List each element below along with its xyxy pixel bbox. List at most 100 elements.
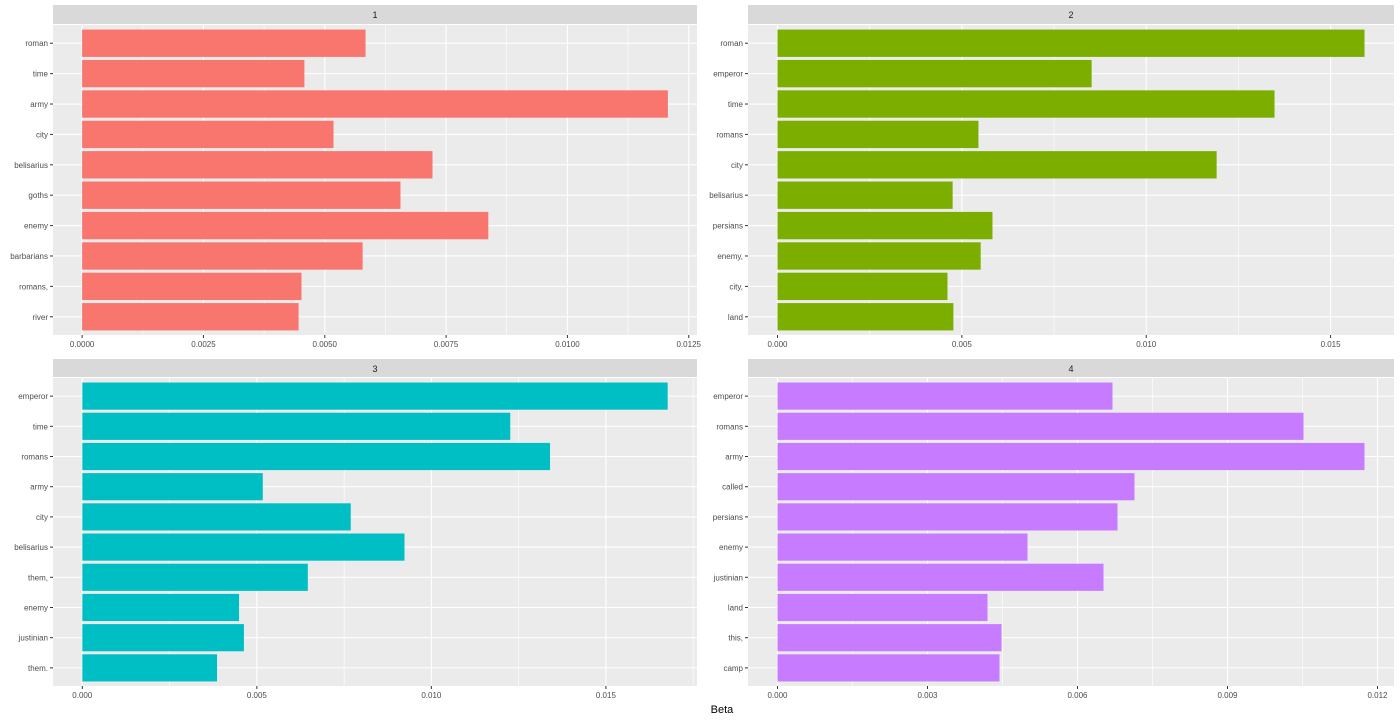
y-tick-label: emperor [713, 392, 743, 401]
y-tick-label: city [36, 130, 48, 139]
y-tick-label: romans [21, 453, 48, 462]
facet-strip [748, 359, 1394, 377]
x-tick-label: 0.0125 [677, 340, 702, 349]
facet-strip-label: 1 [372, 10, 377, 20]
bar-land [777, 593, 988, 622]
y-tick-label: this, [728, 634, 743, 643]
y-tick-label: them. [28, 664, 48, 673]
y-tick-label: emperor [18, 392, 48, 401]
bar-enemy [82, 211, 489, 240]
facet-strip-label: 3 [372, 364, 377, 374]
y-tick-label: city [36, 513, 48, 522]
bar-emperor [777, 59, 1092, 88]
y-tick-label: belisarius [14, 161, 48, 170]
x-tick-label: 0.006 [1067, 691, 1088, 700]
facet-strip-label: 2 [1068, 10, 1073, 20]
y-tick-label: time [33, 422, 49, 431]
y-tick-label: romans [716, 422, 743, 431]
bar-city [82, 503, 351, 531]
y-tick-label: enemy [719, 543, 743, 552]
bar-army [777, 442, 1365, 471]
bar-roman [82, 29, 366, 57]
y-tick-label: army [725, 453, 743, 462]
y-tick-label: land [728, 603, 743, 612]
y-tick-label: enemy [24, 222, 48, 231]
bar-belisarius [777, 181, 953, 209]
y-tick-label: romans, [19, 282, 48, 291]
bar-this, [777, 624, 1002, 652]
x-tick-label: 0.005 [247, 691, 268, 700]
bar-belisarius [82, 151, 433, 179]
bar-roman [777, 29, 1365, 57]
bar-city [82, 120, 334, 149]
bar-them, [82, 563, 308, 591]
bar-enemy [82, 593, 240, 622]
bar-romans [777, 412, 1304, 440]
y-tick-label: roman [720, 39, 743, 48]
facet-panel-4: 4 0.000 0.003 0.006 0.009 0.012 emperor romans a… [713, 359, 1394, 700]
bar-romans [777, 120, 979, 149]
bar-enemy, [777, 242, 981, 270]
y-tick-label: enemy [24, 603, 48, 612]
y-tick-label: goths [28, 191, 48, 200]
bar-city [777, 151, 1217, 179]
x-tick-label: 0.0000 [70, 340, 95, 349]
x-tick-label: 0.000 [72, 691, 93, 700]
x-tick-label: 0.005 [952, 340, 973, 349]
y-tick-label: persians [713, 513, 743, 522]
y-tick-label: justinian [18, 634, 48, 643]
y-tick-label: city, [729, 282, 743, 291]
bar-enemy [777, 533, 1028, 561]
y-tick-label: land [728, 313, 743, 322]
bar-justinian [82, 624, 244, 652]
y-tick-label: persians [713, 222, 743, 231]
bar-land [777, 303, 954, 331]
y-tick-label: time [728, 100, 744, 109]
y-tick-label: barbarians [10, 252, 48, 261]
bar-them. [82, 654, 218, 682]
facet-strip [748, 5, 1394, 24]
bar-camp [777, 654, 1000, 682]
y-tick-label: army [30, 483, 48, 492]
bar-city, [777, 272, 948, 301]
y-tick-label: army [30, 100, 48, 109]
bar-army [82, 90, 668, 118]
x-tick-label: 0.010 [421, 691, 442, 700]
x-tick-label: 0.0025 [191, 340, 216, 349]
bar-goths [82, 181, 401, 209]
bar-barbarians [82, 242, 363, 270]
y-tick-label: roman [25, 39, 48, 48]
x-tick-label: 0.010 [1136, 340, 1157, 349]
y-tick-label: city [731, 161, 743, 170]
bar-army [82, 473, 263, 501]
y-tick-label: enemy, [717, 252, 743, 261]
bar-romans [82, 442, 551, 471]
x-tick-label: 0.0075 [434, 340, 459, 349]
bar-time [82, 412, 511, 440]
bar-belisarius [82, 533, 405, 561]
facet-panel-2: 2 0.000 0.005 0.010 0.015 roman emperor time rom… [709, 5, 1394, 349]
y-tick-label: emperor [713, 70, 743, 79]
bar-river [82, 303, 299, 331]
y-tick-label: called [722, 483, 743, 492]
bar-time [82, 59, 305, 88]
y-tick-label: river [32, 313, 48, 322]
x-tick-label: 0.015 [1321, 340, 1342, 349]
facet-strip [53, 5, 697, 24]
x-tick-label: 0.0100 [555, 340, 580, 349]
x-tick-label: 0.009 [1217, 691, 1238, 700]
y-tick-label: belisarius [14, 543, 48, 552]
bar-time [777, 90, 1275, 118]
y-tick-label: justinian [713, 573, 743, 582]
y-tick-label: belisarius [709, 191, 743, 200]
x-tick-label: 0.012 [1367, 691, 1388, 700]
y-tick-label: camp [723, 664, 743, 673]
bar-justinian [777, 563, 1104, 591]
y-tick-label: time [33, 70, 49, 79]
x-tick-label: 0.015 [596, 691, 617, 700]
bar-called [777, 473, 1135, 501]
x-axis-label: Beta [711, 704, 735, 716]
facet-strip [53, 359, 697, 377]
facet-panel-3: 3 0.000 0.005 0.010 0.015 emperor time romans ar… [14, 359, 697, 700]
